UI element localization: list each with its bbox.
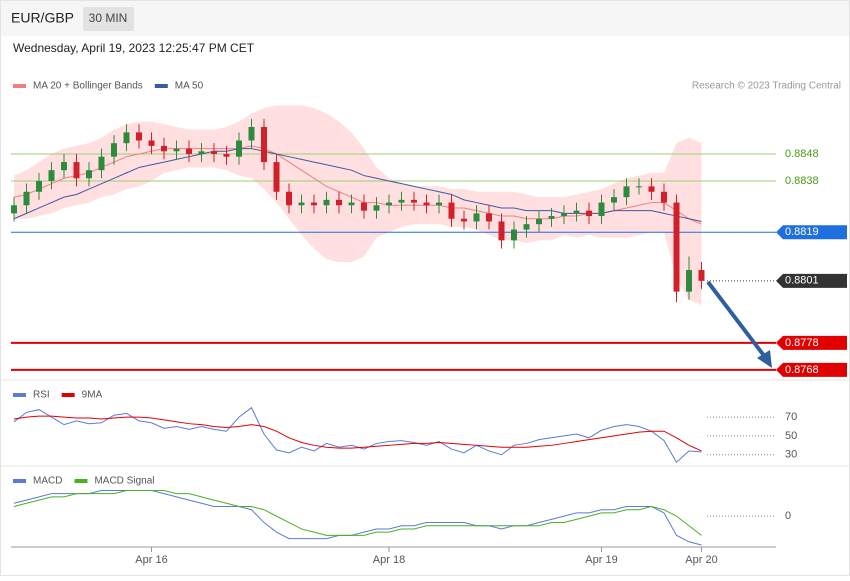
- candle-body: [398, 199, 405, 203]
- candle-body: [198, 151, 205, 154]
- top-bar: [1, 1, 849, 36]
- legend-swatch: [13, 84, 26, 88]
- candle-body: [473, 213, 480, 222]
- candle-body: [323, 199, 330, 206]
- candle-body: [86, 170, 92, 179]
- candle-body: [511, 229, 517, 241]
- forecast-arrowhead: [757, 350, 772, 368]
- indicator-line: [13, 489, 702, 536]
- candle-body: [298, 202, 305, 206]
- level-label: 0.8819: [785, 226, 819, 238]
- level-tag: [776, 335, 847, 350]
- legend-swatch: [74, 479, 88, 483]
- interval-box: [83, 7, 134, 31]
- indicator-line: [13, 415, 702, 452]
- candle-body: [273, 162, 280, 192]
- candle-body: [623, 186, 630, 198]
- candle-body: [223, 153, 230, 157]
- candle-body: [286, 191, 292, 206]
- candle-body: [461, 218, 467, 222]
- legend-label: 9MA: [82, 390, 103, 401]
- candle-body: [361, 202, 367, 211]
- candle-body: [698, 270, 705, 281]
- candle-body: [661, 191, 667, 203]
- y-tick-label: 50: [785, 430, 797, 442]
- legend-swatch: [154, 84, 168, 88]
- candle-body: [48, 170, 55, 181]
- candle-body: [61, 162, 67, 171]
- forecast-arrow: [706, 280, 767, 359]
- candle-body: [186, 148, 192, 154]
- x-tick-label: Apr 18: [373, 554, 405, 566]
- level-label: 0.8838: [785, 175, 819, 187]
- legend-label: MACD: [33, 476, 62, 487]
- candle-body: [98, 156, 105, 171]
- candle-body: [648, 186, 655, 192]
- candle-body: [311, 202, 317, 206]
- candle-body: [686, 270, 692, 292]
- candle-body: [261, 126, 267, 163]
- candle-body: [248, 126, 255, 141]
- level-tag: [776, 225, 847, 240]
- candle-body: [448, 202, 455, 219]
- candle-body: [336, 199, 342, 206]
- candle-body: [573, 210, 580, 214]
- y-tick-label: 0: [785, 510, 791, 522]
- level-label: 0.8778: [785, 337, 819, 349]
- candle-body: [636, 186, 642, 188]
- candle-body: [211, 151, 217, 154]
- y-tick-label: 30: [785, 449, 797, 461]
- symbol: EUR/GBP: [11, 10, 74, 26]
- legend-label: MACD Signal: [94, 476, 154, 487]
- candle-body: [586, 210, 592, 217]
- candle-body: [386, 202, 392, 206]
- legend-swatch: [13, 479, 26, 483]
- candle-body: [148, 140, 155, 146]
- x-tick-label: Apr 20: [685, 554, 717, 566]
- candle-body: [23, 191, 30, 206]
- candle-body: [123, 132, 130, 144]
- candle-body: [536, 218, 542, 225]
- candle-body: [236, 140, 242, 157]
- level-label: 0.8848: [785, 148, 819, 160]
- candle-body: [411, 199, 417, 203]
- interval: 30 MIN: [89, 11, 128, 25]
- legend-swatch: [61, 393, 75, 397]
- legend-label: RSI: [33, 390, 50, 401]
- x-tick-label: Apr 19: [585, 554, 617, 566]
- candle-body: [173, 148, 180, 152]
- source: Research © 2023 Trading Central: [692, 81, 841, 92]
- candle-body: [161, 145, 167, 152]
- candle-body: [548, 216, 555, 219]
- candle-body: [348, 202, 355, 206]
- bollinger-band: [14, 105, 702, 306]
- candle-body: [373, 205, 380, 211]
- candle-body: [673, 202, 680, 292]
- candle-body: [73, 162, 80, 179]
- candle-body: [486, 213, 492, 222]
- timestamp: Wednesday, April 19, 2023 12:25:47 PM CE…: [13, 41, 255, 55]
- candle-body: [36, 180, 42, 192]
- x-tick-label: Apr 16: [135, 554, 167, 566]
- candle-body: [561, 213, 567, 217]
- candle-body: [423, 202, 430, 206]
- candle-body: [598, 202, 605, 217]
- candle-body: [523, 224, 530, 230]
- candle-body: [136, 132, 142, 141]
- legend-swatch: [13, 393, 26, 397]
- level-tag: [776, 362, 847, 377]
- candle-body: [498, 221, 505, 241]
- legend-label: MA 50: [175, 81, 204, 92]
- level-label: 0.8768: [785, 364, 819, 376]
- candle-body: [11, 205, 17, 214]
- level-label: 0.8801: [785, 275, 819, 287]
- legend-label: MA 20 + Bollinger Bands: [33, 81, 143, 92]
- candle-body: [611, 197, 617, 203]
- candle-body: [111, 143, 117, 157]
- candle-body: [436, 202, 442, 206]
- y-tick-label: 70: [785, 411, 797, 423]
- level-tag: [776, 273, 847, 288]
